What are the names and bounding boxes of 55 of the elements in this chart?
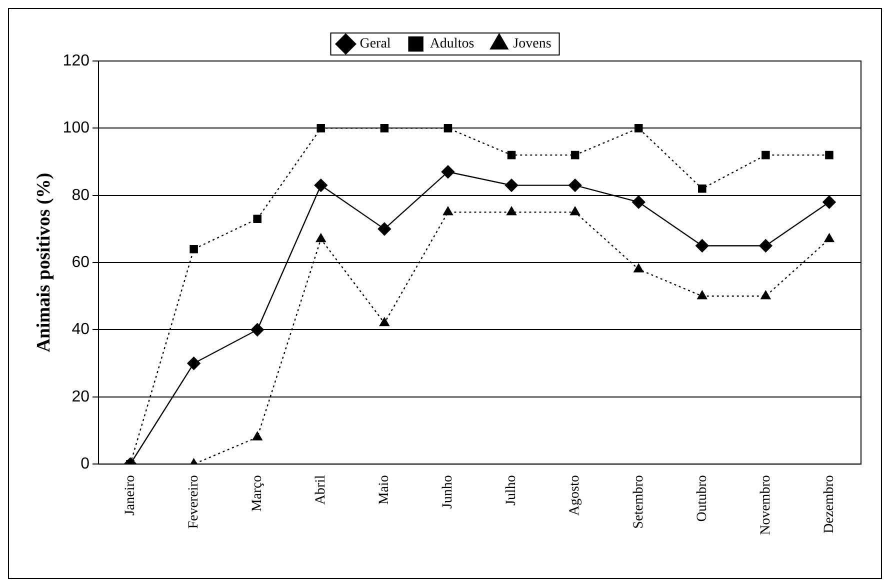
point [698,184,706,193]
x-tick-label: Maio [377,475,392,505]
point [252,432,262,440]
point [634,124,643,132]
x-tick-label: Agosto [568,475,583,516]
point [378,222,392,236]
y-axis-title: Animais positivos (%) [33,172,54,352]
point [253,214,262,224]
x-tick-label: Abril [314,475,329,505]
x-tick-label: Dezembro [822,475,837,534]
point [443,206,453,216]
point [316,124,326,132]
legend-label: Geral [360,36,391,52]
x-tick-label: Fevereiro [186,475,202,529]
point [507,150,516,160]
point [570,150,580,160]
x-tick-label: Outubro [694,475,710,522]
x-tick-label: Janeiro [122,475,138,516]
y-tick-label: 0 [80,456,90,473]
point [822,195,836,209]
y-tick-label: 40 [72,321,90,338]
legend-label: Jovens [513,36,552,52]
point [314,178,328,192]
point [444,124,452,132]
y-tick-label: 80 [72,186,90,204]
point [570,206,580,216]
point [187,356,200,370]
point [762,150,770,160]
x-tick-label: Setembro [631,475,646,529]
x-tick-label: Junho [440,475,456,509]
point [759,239,772,252]
point [250,323,264,336]
x-tick-label: Julho [504,475,520,506]
point [634,264,644,272]
point [632,195,646,209]
legend-label: Adultos [430,36,474,52]
point [316,233,326,242]
x-tick-label: Novembro [758,475,774,536]
point [441,165,455,178]
point [760,290,771,300]
y-tick-label: 60 [72,254,90,271]
point [504,178,518,192]
point [825,150,834,160]
point [506,206,516,216]
point [568,178,582,192]
y-tick-label: 20 [72,388,90,406]
point [697,290,708,300]
point [380,317,390,326]
y-tick-label: 100 [62,120,90,137]
y-tick-label: 120 [62,52,90,70]
point [696,239,709,252]
point [380,124,389,132]
point [824,233,834,242]
x-tick-label: Março [250,475,266,512]
point [190,244,198,254]
